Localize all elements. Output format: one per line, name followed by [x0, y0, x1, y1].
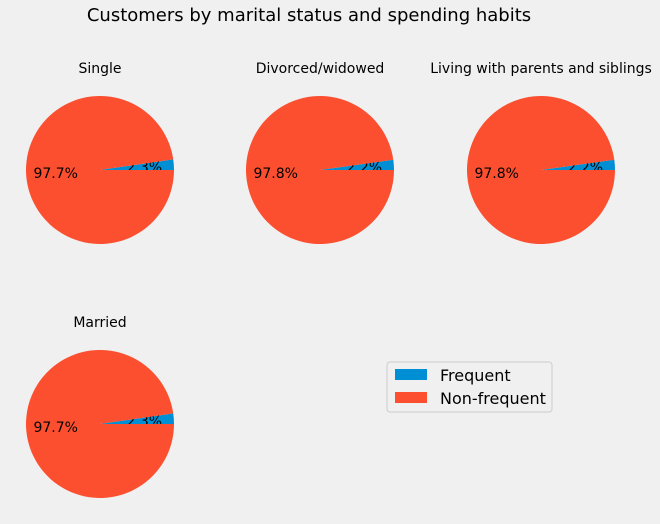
pie-slice-frequent-married	[100, 413, 175, 424]
chart-title: Customers by marital status and spending…	[87, 5, 531, 26]
pie-slice-frequent-living-with-parents-and-siblings	[541, 159, 615, 170]
legend-label-non-frequent: Non-frequent	[440, 389, 546, 408]
legend-swatch-non-frequent	[395, 392, 427, 403]
pie-pct-label-non-frequent-single: 97.7%	[33, 166, 77, 182]
pie-title-single: Single	[78, 61, 121, 77]
pie-title-divorced-widowed: Divorced/widowed	[256, 61, 385, 77]
legend-frame	[386, 361, 553, 413]
pie-living-with-parents: Living with parents and siblings2.2%97.8…	[430, 61, 652, 245]
pie-title-married: Married	[73, 315, 126, 331]
pie-slice-non-frequent-divorced-widowed	[246, 96, 394, 245]
pie-slice-non-frequent-living-with-parents-and-siblings	[467, 96, 615, 245]
pie-slice-frequent-single	[100, 159, 175, 170]
pie-pct-label-non-frequent-living-with-parents-and-siblings: 97.8%	[474, 166, 518, 182]
pie-pct-label-non-frequent-married: 97.7%	[33, 420, 77, 436]
legend-label-frequent: Frequent	[440, 366, 511, 385]
pie-slice-non-frequent-married	[26, 349, 175, 498]
pie-title-living-with-parents-and-siblings: Living with parents and siblings	[430, 61, 652, 77]
legend: Frequent Non-frequent	[386, 361, 553, 413]
legend-swatch-frequent	[395, 369, 427, 380]
pie-pct-label-non-frequent-divorced-widowed: 97.8%	[253, 166, 297, 182]
pie-slice-frequent-divorced-widowed	[320, 159, 394, 170]
pie-slice-non-frequent-single	[25, 95, 174, 244]
